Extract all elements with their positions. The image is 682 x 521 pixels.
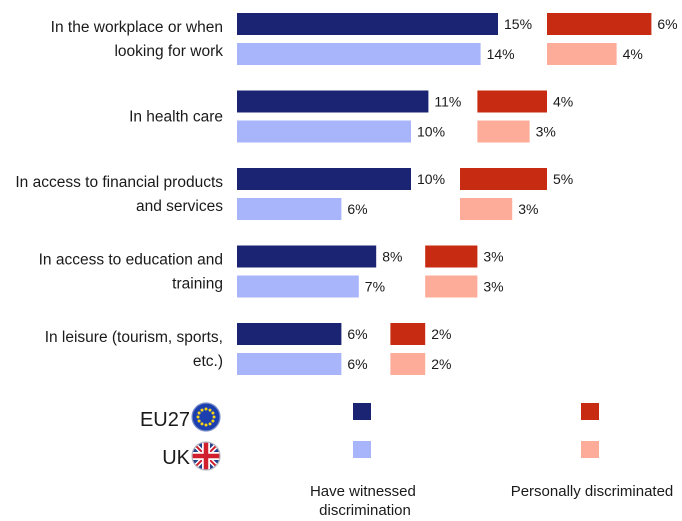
value-label-personal-uk: 3% — [536, 124, 556, 140]
legend-swatch-witnessed-uk — [353, 441, 371, 458]
bar-personal-eu27 — [390, 323, 426, 345]
value-labels: 15% 6% 14% 4% 11% 4% 10% 3% 10% 5% 6% 3% 8% 3% 7% 3% 6% 2… — [347, 16, 677, 372]
value-label-witnessed-eu27: 10% — [417, 171, 445, 187]
legend-witnessed-label: Have witnessed discrimination — [310, 483, 420, 519]
bar-personal-eu27 — [460, 168, 547, 190]
bar-witnessed-uk — [237, 43, 481, 65]
value-label-witnessed-eu27: 11% — [434, 94, 461, 110]
legend-personal-label: Personally discriminated — [511, 483, 674, 500]
value-label-personal-uk: 2% — [431, 356, 451, 372]
bar-personal-uk — [460, 198, 513, 220]
legend-swatch-personal-eu27 — [581, 403, 599, 420]
value-label-personal-eu27: 3% — [483, 249, 503, 265]
category-label: In health care — [129, 109, 223, 126]
bar-personal-uk — [425, 275, 478, 298]
bar-witnessed-eu27 — [237, 323, 342, 345]
value-label-witnessed-uk: 7% — [365, 279, 385, 295]
value-label-personal-uk: 3% — [483, 279, 503, 295]
bar-witnessed-eu27 — [237, 13, 498, 35]
legend-eu27-label: EU27 — [140, 409, 190, 431]
bar-personal-eu27 — [477, 90, 547, 113]
bar-witnessed-uk — [237, 275, 359, 298]
legend-uk-label: UK — [162, 447, 190, 469]
bar-witnessed-uk — [237, 198, 342, 220]
value-label-personal-eu27: 5% — [553, 171, 573, 187]
value-label-personal-eu27: 4% — [553, 94, 573, 110]
legend-swatch-personal-uk — [581, 441, 599, 458]
value-label-witnessed-eu27: 6% — [347, 326, 367, 342]
value-label-personal-eu27: 2% — [431, 326, 451, 342]
bar-witnessed-eu27 — [237, 90, 429, 113]
bar-witnessed-uk — [237, 120, 411, 143]
uk-flag-icon — [191, 441, 221, 471]
bar-personal-uk — [477, 120, 530, 143]
value-label-personal-uk: 4% — [623, 46, 643, 62]
value-label-witnessed-eu27: 8% — [382, 249, 402, 265]
category-label: In the workplace or when looking for work — [51, 19, 224, 60]
category-labels: In the workplace or when looking for work… — [15, 19, 223, 370]
eu-flag-icon — [191, 402, 221, 432]
value-label-witnessed-uk: 10% — [417, 124, 445, 140]
bar-witnessed-uk — [237, 353, 342, 375]
bars — [237, 13, 652, 375]
bar-witnessed-eu27 — [237, 245, 377, 268]
category-label: In access to education and training — [39, 252, 223, 293]
category-label: In access to financial products and servi… — [15, 174, 223, 215]
bar-personal-eu27 — [547, 13, 652, 35]
bar-witnessed-eu27 — [237, 168, 411, 190]
value-label-witnessed-uk: 6% — [347, 356, 367, 372]
legend-swatch-witnessed-eu27 — [353, 403, 371, 420]
value-label-witnessed-eu27: 15% — [504, 16, 532, 32]
legend: EU27 UK — [140, 402, 674, 519]
bar-personal-eu27 — [425, 245, 478, 268]
value-label-personal-uk: 3% — [518, 201, 538, 217]
value-label-witnessed-uk: 14% — [487, 46, 515, 62]
bar-personal-uk — [390, 353, 426, 375]
value-label-witnessed-uk: 6% — [347, 201, 367, 217]
category-label: In leisure (tourism, sports, etc.) — [45, 329, 223, 370]
bar-personal-uk — [547, 43, 617, 65]
value-label-personal-eu27: 6% — [657, 16, 677, 32]
